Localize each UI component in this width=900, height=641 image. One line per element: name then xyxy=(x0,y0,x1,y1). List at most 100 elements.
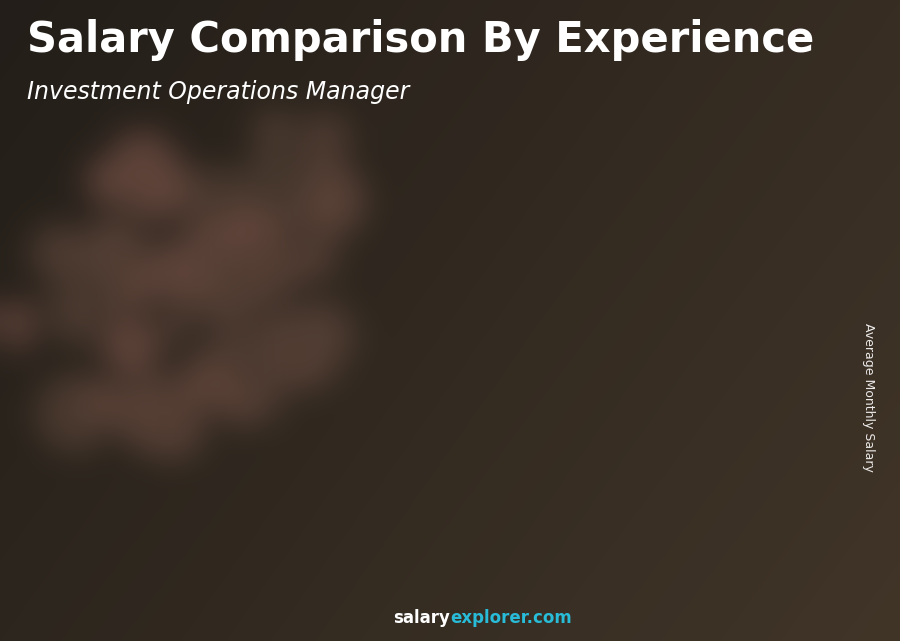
Polygon shape xyxy=(320,519,393,524)
Polygon shape xyxy=(698,382,770,391)
Polygon shape xyxy=(698,497,770,506)
Polygon shape xyxy=(698,444,770,453)
Text: +nan%: +nan% xyxy=(513,312,578,329)
Polygon shape xyxy=(698,453,770,462)
Polygon shape xyxy=(320,490,393,495)
Polygon shape xyxy=(194,520,267,524)
Polygon shape xyxy=(194,550,267,553)
Polygon shape xyxy=(68,534,141,535)
Polygon shape xyxy=(68,535,141,537)
Polygon shape xyxy=(446,538,518,544)
Polygon shape xyxy=(446,560,518,566)
Polygon shape xyxy=(68,549,141,551)
Polygon shape xyxy=(68,572,141,574)
Polygon shape xyxy=(446,555,518,560)
Polygon shape xyxy=(446,429,518,435)
Polygon shape xyxy=(572,361,644,368)
Polygon shape xyxy=(770,304,783,577)
Polygon shape xyxy=(572,390,644,397)
Polygon shape xyxy=(194,563,267,566)
Polygon shape xyxy=(194,558,267,561)
Text: +nan%: +nan% xyxy=(638,262,704,280)
Polygon shape xyxy=(446,424,518,429)
Polygon shape xyxy=(572,476,644,483)
Polygon shape xyxy=(698,542,770,551)
Text: +nan%: +nan% xyxy=(261,404,327,422)
Polygon shape xyxy=(446,549,518,555)
Polygon shape xyxy=(446,468,518,473)
Polygon shape xyxy=(68,569,141,570)
Text: explorer.com: explorer.com xyxy=(450,609,572,627)
Polygon shape xyxy=(68,542,141,543)
Bar xyxy=(734,46,864,72)
Polygon shape xyxy=(68,546,141,547)
Polygon shape xyxy=(572,412,644,419)
Polygon shape xyxy=(446,479,518,484)
Polygon shape xyxy=(572,490,644,497)
Polygon shape xyxy=(68,543,141,544)
Text: Investment Operations Manager: Investment Operations Manager xyxy=(27,80,410,104)
Polygon shape xyxy=(68,540,141,542)
Polygon shape xyxy=(320,531,393,536)
Polygon shape xyxy=(194,561,267,563)
Polygon shape xyxy=(446,506,518,512)
Polygon shape xyxy=(572,483,644,490)
Polygon shape xyxy=(698,320,770,329)
Polygon shape xyxy=(320,544,393,548)
Polygon shape xyxy=(68,552,141,554)
Text: salary: salary xyxy=(393,609,450,627)
Text: 0 SLL: 0 SLL xyxy=(594,337,629,349)
Polygon shape xyxy=(320,462,393,466)
Polygon shape xyxy=(446,484,518,490)
Polygon shape xyxy=(194,547,267,550)
Polygon shape xyxy=(446,544,518,549)
Polygon shape xyxy=(572,426,644,433)
Polygon shape xyxy=(572,397,644,404)
Polygon shape xyxy=(446,517,518,522)
Polygon shape xyxy=(698,524,770,533)
Polygon shape xyxy=(68,524,154,531)
Polygon shape xyxy=(320,447,406,453)
Text: +nan%: +nan% xyxy=(387,364,452,382)
Polygon shape xyxy=(572,548,644,555)
Polygon shape xyxy=(68,576,141,577)
Text: +nan%: +nan% xyxy=(135,447,201,465)
Polygon shape xyxy=(446,533,518,538)
Polygon shape xyxy=(698,304,783,312)
Polygon shape xyxy=(68,566,141,568)
Polygon shape xyxy=(68,554,141,555)
Polygon shape xyxy=(320,453,393,458)
Polygon shape xyxy=(68,551,141,552)
Polygon shape xyxy=(698,409,770,418)
Polygon shape xyxy=(320,524,393,528)
Polygon shape xyxy=(698,488,770,497)
Polygon shape xyxy=(68,544,141,546)
Polygon shape xyxy=(194,497,267,499)
Polygon shape xyxy=(194,540,267,542)
Text: Salary Comparison By Experience: Salary Comparison By Experience xyxy=(27,19,814,62)
Polygon shape xyxy=(572,563,644,570)
Polygon shape xyxy=(446,457,518,462)
Polygon shape xyxy=(698,312,770,320)
Polygon shape xyxy=(446,528,518,533)
Polygon shape xyxy=(446,435,518,440)
Text: 0 SLL: 0 SLL xyxy=(468,389,504,402)
Polygon shape xyxy=(194,518,267,520)
Polygon shape xyxy=(194,537,267,540)
Polygon shape xyxy=(698,374,770,382)
Polygon shape xyxy=(572,534,644,541)
Polygon shape xyxy=(698,347,770,356)
Polygon shape xyxy=(141,524,154,577)
Polygon shape xyxy=(194,569,267,572)
Polygon shape xyxy=(446,512,518,517)
Polygon shape xyxy=(68,560,141,562)
Polygon shape xyxy=(194,553,267,556)
Polygon shape xyxy=(194,524,267,526)
Polygon shape xyxy=(320,495,393,499)
Polygon shape xyxy=(698,426,770,435)
Polygon shape xyxy=(320,565,393,569)
Polygon shape xyxy=(446,490,518,495)
Polygon shape xyxy=(698,506,770,515)
Polygon shape xyxy=(68,574,141,576)
Polygon shape xyxy=(698,418,770,426)
